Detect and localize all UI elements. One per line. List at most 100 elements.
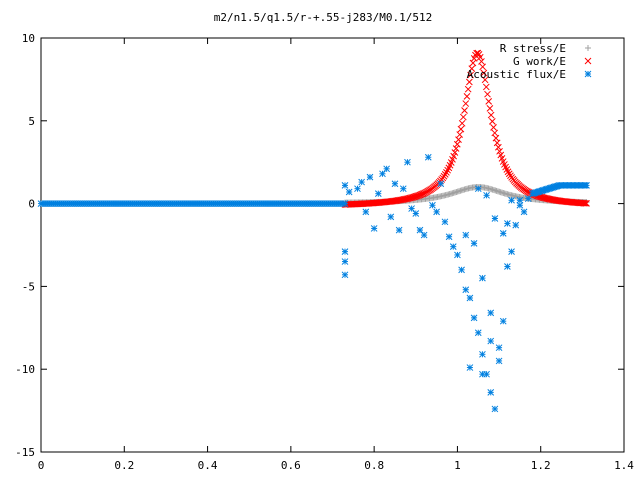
g-work-point: [504, 168, 512, 176]
g-work-point: [453, 140, 461, 148]
acoustic-flux-point: [374, 190, 382, 198]
legend-marker: [584, 70, 592, 78]
g-work-point: [581, 199, 589, 207]
g-work-point: [496, 147, 503, 155]
x-tick-label: 0.2: [114, 459, 134, 472]
acoustic-flux-point: [466, 364, 474, 371]
g-work-point: [495, 143, 502, 151]
g-work-point: [480, 69, 488, 77]
acoustic-flux-point: [433, 208, 440, 216]
acoustic-flux-point: [504, 263, 511, 270]
g-work-point: [457, 125, 465, 133]
legend-label: G work/E: [513, 55, 566, 68]
g-work-point: [484, 90, 491, 98]
acoustic-flux-point: [358, 178, 366, 186]
g-work-point: [476, 53, 484, 61]
acoustic-flux-point: [395, 226, 403, 234]
g-work-point: [468, 65, 476, 73]
g-work-point: [410, 193, 418, 201]
acoustic-flux-point: [449, 243, 457, 251]
acoustic-flux-point: [499, 230, 507, 237]
g-work-point: [456, 131, 464, 138]
acoustic-flux-point: [412, 210, 420, 217]
g-work-point: [451, 149, 459, 156]
acoustic-flux-point: [491, 405, 499, 413]
g-work-point: [411, 193, 419, 201]
g-work-point: [412, 192, 420, 200]
acoustic-flux-point: [345, 188, 353, 196]
g-work-point: [487, 111, 495, 119]
g-work-point: [450, 152, 458, 160]
legend-label: Acoustic flux/E: [467, 68, 566, 81]
acoustic-flux-point: [424, 153, 432, 161]
g-work-point: [464, 85, 472, 93]
acoustic-flux-point: [341, 248, 349, 255]
acoustic-flux-point: [512, 221, 520, 229]
acoustic-flux-point: [462, 286, 470, 294]
acoustic-flux-point: [508, 196, 515, 204]
acoustic-flux-point: [583, 182, 590, 189]
g-work-point: [466, 78, 473, 86]
acoustic-flux-point: [483, 191, 490, 199]
acoustic-flux-point: [470, 314, 478, 322]
acoustic-flux-point: [437, 180, 445, 188]
acoustic-flux-point: [524, 195, 532, 202]
plot-frame: [40, 37, 625, 453]
acoustic-flux-point: [487, 309, 495, 317]
acoustic-flux-point: [495, 344, 503, 352]
acoustic-flux-point: [491, 215, 499, 222]
acoustic-flux-point: [504, 220, 511, 227]
acoustic-flux-point: [508, 248, 515, 255]
acoustic-flux-point: [445, 233, 453, 241]
g-work-point: [441, 171, 449, 178]
x-tick-label: 0.4: [198, 459, 218, 472]
g-work-point: [414, 192, 421, 200]
legend-marker: [585, 45, 591, 51]
acoustic-flux-point: [470, 239, 478, 247]
g-work-point: [459, 113, 467, 121]
acoustic-flux-point: [516, 201, 524, 209]
acoustic-flux-point: [495, 357, 503, 365]
g-work-point: [488, 118, 496, 125]
g-work-point: [452, 145, 460, 152]
acoustic-flux-point: [474, 185, 482, 193]
acoustic-flux-point: [466, 294, 474, 302]
acoustic-flux-point: [399, 185, 407, 193]
y-tick-label: -10: [15, 363, 35, 376]
acoustic-flux-point: [383, 165, 390, 173]
g-work-point: [481, 76, 489, 84]
acoustic-flux-point: [416, 226, 424, 234]
y-tick-label: -5: [22, 280, 35, 293]
g-work-point: [455, 136, 462, 143]
y-tick-label: 0: [28, 198, 35, 211]
acoustic-flux-point: [404, 158, 411, 166]
g-work-point: [469, 59, 477, 67]
g-work-point: [493, 139, 501, 147]
acoustic-flux-point: [341, 182, 349, 189]
x-tick-label: 0: [38, 459, 45, 472]
g-work-point: [490, 124, 497, 131]
g-work-point: [463, 93, 471, 100]
x-tick-label: 0.8: [364, 459, 384, 472]
acoustic-flux-point: [391, 180, 399, 188]
g-work-point: [485, 98, 493, 105]
g-work-point: [479, 63, 487, 71]
x-tick-label: 1.4: [614, 459, 634, 472]
acoustic-flux-point: [487, 337, 495, 345]
legend-marker: [584, 57, 592, 65]
acoustic-flux-point: [499, 317, 507, 325]
x-tick-label: 0.6: [281, 459, 301, 472]
acoustic-flux-point: [520, 208, 528, 216]
chart-title: m2/n1.5/q1.5/r-+.55-j283/M0.1/512: [214, 11, 433, 24]
acoustic-flux-point: [354, 185, 361, 193]
acoustic-flux-point: [479, 370, 486, 378]
y-tick-label: -15: [15, 446, 35, 459]
acoustic-flux-point: [341, 258, 349, 265]
g-work-point: [580, 199, 588, 207]
g-work-point: [583, 200, 590, 207]
acoustic-flux-point: [454, 251, 461, 259]
acoustic-flux-point: [429, 201, 436, 209]
acoustic-flux-point: [341, 271, 349, 279]
